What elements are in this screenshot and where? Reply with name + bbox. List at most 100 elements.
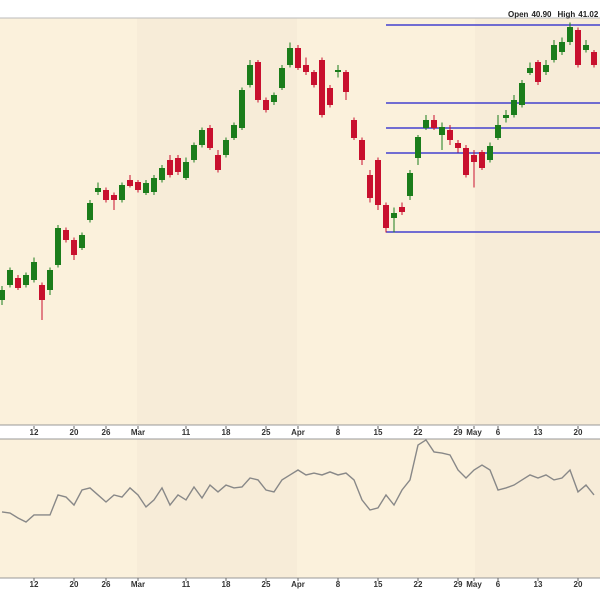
x-tick-label: 25 bbox=[262, 580, 271, 589]
x-tick-label: 18 bbox=[222, 428, 231, 437]
x-tick-label: May bbox=[466, 428, 482, 437]
x-tick-label: 29 bbox=[454, 580, 463, 589]
x-tick-label: 8 bbox=[336, 580, 341, 589]
candle-body bbox=[119, 185, 125, 200]
candle-body bbox=[519, 83, 525, 105]
x-tick-label: 15 bbox=[374, 580, 383, 589]
candle-body bbox=[447, 130, 453, 140]
candle-body bbox=[495, 125, 501, 138]
candle-body bbox=[399, 207, 405, 212]
candle-body bbox=[79, 235, 85, 248]
x-tick-label: May bbox=[466, 580, 482, 589]
candle-body bbox=[295, 48, 301, 68]
candle-body bbox=[0, 290, 5, 300]
candle-body bbox=[39, 285, 45, 300]
x-tick-label: 22 bbox=[414, 580, 423, 589]
candle-body bbox=[543, 65, 549, 72]
candle-body bbox=[319, 60, 325, 115]
candle-body bbox=[503, 115, 509, 118]
candle-body bbox=[191, 145, 197, 160]
candle-body bbox=[359, 140, 365, 160]
candle-body bbox=[383, 205, 389, 228]
indicator-line bbox=[1, 438, 595, 523]
x-tick-label: 6 bbox=[496, 428, 501, 437]
x-tick-label: 11 bbox=[182, 428, 191, 437]
x-tick-label: Mar bbox=[131, 428, 145, 437]
candle-body bbox=[303, 65, 309, 72]
candle-body bbox=[591, 52, 597, 65]
x-tick-label: Mar bbox=[131, 580, 145, 589]
candle-body bbox=[431, 120, 437, 128]
candle-body bbox=[583, 45, 589, 50]
readout-label: High bbox=[557, 10, 575, 19]
candle-body bbox=[455, 143, 461, 148]
x-tick-label: 13 bbox=[534, 580, 543, 589]
x-tick-label: 20 bbox=[70, 428, 79, 437]
x-tick-label: 25 bbox=[262, 428, 271, 437]
candle-body bbox=[247, 65, 253, 85]
candle-body bbox=[135, 182, 141, 190]
candle-body bbox=[551, 45, 557, 60]
candle-body bbox=[479, 152, 485, 168]
candle-body bbox=[575, 30, 581, 65]
x-tick-label: 6 bbox=[496, 580, 501, 589]
candle-body bbox=[535, 62, 541, 82]
candle-body bbox=[7, 270, 13, 285]
candle-body bbox=[15, 278, 21, 288]
candle-body bbox=[175, 158, 181, 172]
x-tick-label: 15 bbox=[374, 428, 383, 437]
x-tick-label: 20 bbox=[574, 580, 583, 589]
x-tick-label: 22 bbox=[414, 428, 423, 437]
candle-body bbox=[31, 262, 37, 280]
candle-body bbox=[159, 168, 165, 180]
candle-body bbox=[343, 72, 349, 92]
candle-body bbox=[439, 127, 445, 135]
x-tick-label: 20 bbox=[574, 428, 583, 437]
x-tick-label: 11 bbox=[182, 580, 191, 589]
candle-body bbox=[327, 88, 333, 105]
candle-body bbox=[63, 230, 69, 240]
x-tick-label: 26 bbox=[102, 580, 111, 589]
candle-body bbox=[287, 48, 293, 65]
candle-body bbox=[103, 190, 109, 200]
candle-body bbox=[167, 160, 173, 175]
candle-body bbox=[391, 213, 397, 218]
candle-body bbox=[47, 270, 53, 290]
readout-value: 40.90 bbox=[531, 10, 552, 19]
readout-label: Open bbox=[508, 10, 529, 19]
candle-body bbox=[415, 137, 421, 158]
candle-body bbox=[527, 68, 533, 73]
candle-body bbox=[375, 160, 381, 205]
candle-body bbox=[239, 90, 245, 128]
candle-body bbox=[271, 95, 277, 102]
candle-body bbox=[279, 68, 285, 88]
x-tick-label: 12 bbox=[30, 428, 39, 437]
candle-body bbox=[87, 203, 93, 220]
candle-body bbox=[223, 140, 229, 155]
candle-body bbox=[111, 195, 117, 200]
candle-body bbox=[23, 275, 29, 285]
candle-body bbox=[567, 27, 573, 42]
candle-body bbox=[407, 173, 413, 196]
candle-body bbox=[255, 62, 261, 100]
candle-body bbox=[55, 228, 61, 265]
candle-body bbox=[311, 72, 317, 85]
candle-body bbox=[215, 155, 221, 170]
candle-body bbox=[183, 162, 189, 178]
x-tick-label: 26 bbox=[102, 428, 111, 437]
candle-body bbox=[263, 100, 269, 110]
x-tick-label: 18 bbox=[222, 580, 231, 589]
candle-body bbox=[127, 180, 133, 186]
candle-body bbox=[367, 175, 373, 198]
candle-body bbox=[559, 42, 565, 52]
x-tick-label: 8 bbox=[336, 428, 341, 437]
x-tick-label: 20 bbox=[70, 580, 79, 589]
candle-body bbox=[471, 155, 477, 162]
candle-body bbox=[151, 178, 157, 192]
candle-body bbox=[335, 70, 341, 72]
x-tick-label: 12 bbox=[30, 580, 39, 589]
candle-body bbox=[511, 100, 517, 115]
readout-value: 41.02 bbox=[578, 10, 599, 19]
candle-body bbox=[71, 240, 77, 255]
